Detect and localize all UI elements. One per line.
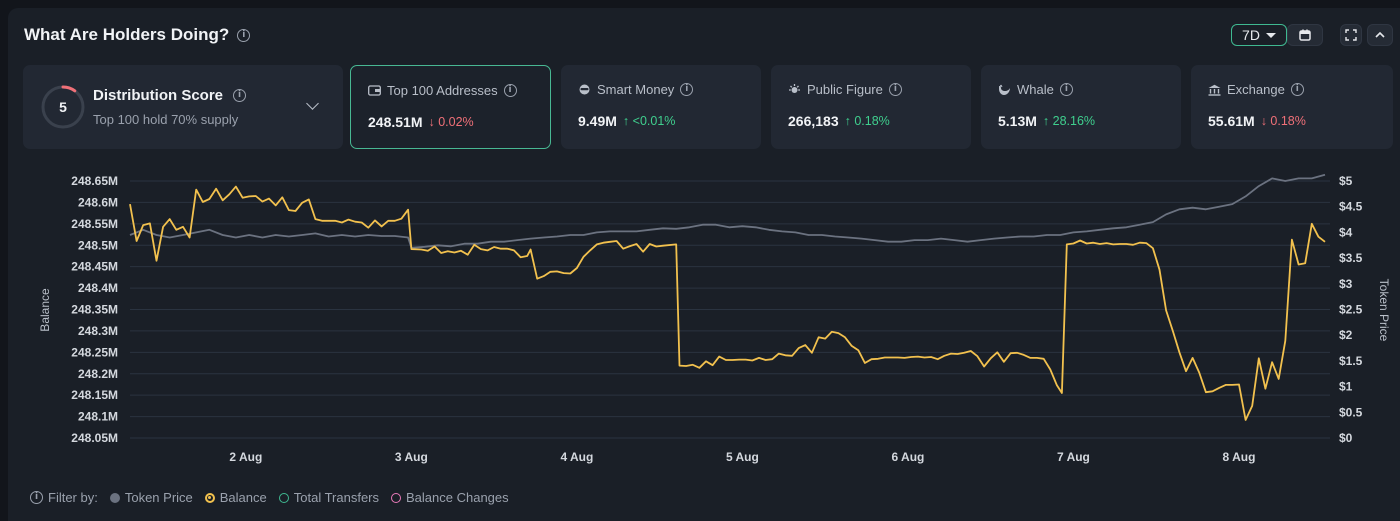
card-label: Exchange i (1208, 82, 1304, 97)
legend-label: Balance Changes (406, 490, 509, 505)
legend-item-total-transfers[interactable]: Total Transfers (278, 490, 380, 505)
card-change: ↑ <0.01% (622, 114, 676, 128)
score-value: 5 (59, 99, 67, 115)
calendar-button[interactable] (1287, 24, 1323, 46)
card-value-row: 248.51M ↓ 0.02% (368, 114, 474, 130)
info-icon[interactable]: i (30, 491, 43, 504)
info-icon[interactable]: i (233, 89, 247, 102)
smart-money-icon (579, 84, 590, 95)
score-gauge-fill (41, 85, 85, 129)
whale-icon (999, 84, 1010, 95)
card-label-text: Whale (1017, 82, 1054, 97)
chevron-down-icon[interactable] (306, 97, 319, 110)
fullscreen-button[interactable] (1340, 24, 1362, 46)
card-label: Whale i (998, 82, 1073, 97)
info-icon[interactable]: i (237, 28, 251, 42)
time-range-dropdown[interactable]: 7D (1231, 24, 1287, 46)
card-exchange[interactable]: Exchange i 55.61M ↓ 0.18% (1191, 65, 1393, 149)
filter-label: Filter by: (48, 490, 98, 505)
distribution-subtitle: Top 100 hold 70% supply (93, 112, 239, 127)
card-change: ↓ 0.02% (428, 115, 474, 129)
card-label: Public Figure i (788, 82, 902, 97)
collapse-button[interactable] (1367, 24, 1393, 46)
calendar-icon (1299, 29, 1311, 41)
card-label-text: Top 100 Addresses (387, 83, 498, 98)
card-public-figure[interactable]: Public Figure i 266,183 ↑ 0.18% (771, 65, 971, 149)
legend-label: Total Transfers (293, 490, 380, 505)
legend-item-balance[interactable]: Balance (204, 490, 267, 505)
total-transfers-dot-icon (278, 492, 289, 503)
card-value: 55.61M (1208, 113, 1255, 129)
legend-item-token-price[interactable]: Token Price (109, 490, 193, 505)
legend-label: Token Price (124, 490, 193, 505)
card-label-text: Public Figure (807, 82, 883, 97)
title-text: What Are Holders Doing? (24, 25, 230, 44)
distribution-score-card[interactable]: 5 Distribution Score i Top 100 hold 70% … (23, 65, 343, 149)
card-whale[interactable]: Whale i 5.13M ↑ 28.16% (981, 65, 1181, 149)
card-change: ↑ 28.16% (1042, 114, 1096, 128)
token-price-dot-icon (109, 492, 120, 503)
card-label: Top 100 Addresses i (368, 83, 517, 98)
info-icon[interactable]: i (888, 83, 902, 96)
distribution-title: Distribution Score i (93, 87, 247, 104)
legend: i Filter by: Token Price Balance Total T… (30, 490, 509, 505)
page-title: What Are Holders Doing? i (24, 25, 251, 45)
card-top-100-addresses[interactable]: Top 100 Addresses i 248.51M ↓ 0.02% (350, 65, 551, 149)
caret-down-icon (1265, 32, 1276, 38)
card-value-row: 9.49M ↑ <0.01% (578, 113, 675, 129)
balance-dot-icon (204, 492, 215, 503)
info-icon[interactable]: i (680, 83, 694, 96)
balance-changes-dot-icon (391, 492, 402, 503)
exchange-icon (1208, 84, 1221, 96)
expand-icon (1345, 29, 1357, 41)
card-value: 266,183 (788, 113, 839, 129)
card-label-text: Smart Money (597, 82, 675, 97)
info-icon[interactable]: i (1059, 83, 1073, 96)
score-gauge (41, 85, 85, 129)
info-icon[interactable]: i (503, 84, 517, 97)
card-label-text: Exchange (1227, 82, 1285, 97)
public-figure-icon (789, 83, 800, 93)
legend-item-balance-changes[interactable]: Balance Changes (391, 490, 509, 505)
time-range-label: 7D (1242, 27, 1260, 43)
card-value-row: 5.13M ↑ 28.16% (998, 113, 1095, 129)
legend-label: Balance (219, 490, 267, 505)
card-change: ↑ 0.18% (844, 114, 890, 128)
card-value: 5.13M (998, 113, 1037, 129)
card-change: ↓ 0.18% (1260, 114, 1306, 128)
card-value: 248.51M (368, 114, 423, 130)
card-value-row: 55.61M ↓ 0.18% (1208, 113, 1306, 129)
card-value-row: 266,183 ↑ 0.18% (788, 113, 890, 129)
card-smart-money[interactable]: Smart Money i 9.49M ↑ <0.01% (561, 65, 761, 149)
card-value: 9.49M (578, 113, 617, 129)
wallet-icon (368, 85, 381, 96)
info-icon[interactable]: i (1290, 83, 1304, 96)
filter-by: i Filter by: (30, 490, 98, 505)
distribution-title-text: Distribution Score (93, 87, 224, 104)
card-label: Smart Money i (578, 82, 694, 97)
chevron-up-icon (1375, 31, 1385, 38)
